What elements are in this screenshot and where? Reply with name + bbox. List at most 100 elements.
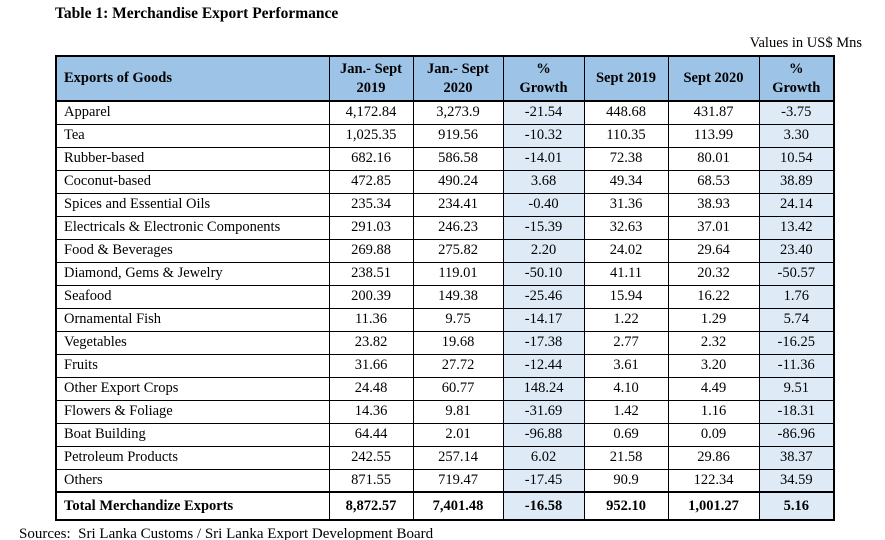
growth-value-cell: 3.68 bbox=[502, 169, 585, 194]
growth-value-cell: -11.36 bbox=[758, 353, 835, 378]
value-cell: 29.86 bbox=[667, 445, 760, 470]
growth-value-cell: -12.44 bbox=[502, 353, 585, 378]
growth-value-cell: 23.40 bbox=[758, 238, 835, 263]
value-cell: 14.36 bbox=[328, 399, 414, 424]
goods-name-cell: Apparel bbox=[55, 100, 330, 125]
value-cell: 119.01 bbox=[412, 261, 504, 286]
growth-value-cell: -86.96 bbox=[758, 422, 835, 447]
value-cell: 110.35 bbox=[583, 123, 669, 148]
value-cell: 2.77 bbox=[583, 330, 669, 355]
value-cell: 29.64 bbox=[667, 238, 760, 263]
header-line: Growth bbox=[519, 79, 568, 96]
value-cell: 2.32 bbox=[667, 330, 760, 355]
growth-value-cell: -0.40 bbox=[502, 192, 585, 217]
value-cell: 24.48 bbox=[328, 376, 414, 401]
value-cell: 41.11 bbox=[583, 261, 669, 286]
growth-value-cell: 38.89 bbox=[758, 169, 835, 194]
value-cell: 472.85 bbox=[328, 169, 414, 194]
table-title: Table 1: Merchandise Export Performance bbox=[55, 5, 339, 22]
value-cell: 60.77 bbox=[412, 376, 504, 401]
growth-value-cell: 34.59 bbox=[758, 468, 835, 493]
value-cell: 7,401.48 bbox=[412, 491, 504, 521]
value-cell: 64.44 bbox=[328, 422, 414, 447]
value-cell: 149.38 bbox=[412, 284, 504, 309]
value-cell: 871.55 bbox=[328, 468, 414, 493]
col-header: % Growth bbox=[758, 55, 835, 102]
goods-name-cell: Ornamental Fish bbox=[55, 307, 330, 332]
growth-value-cell: 1.76 bbox=[758, 284, 835, 309]
growth-value-cell: -14.17 bbox=[502, 307, 585, 332]
goods-name-cell: Other Export Crops bbox=[55, 376, 330, 401]
growth-value-cell: 148.24 bbox=[502, 376, 585, 401]
goods-name-cell: Seafood bbox=[55, 284, 330, 309]
value-cell: 4,172.84 bbox=[328, 100, 414, 125]
table-row: Spices and Essential Oils 235.34 234.41 -0.… bbox=[55, 192, 835, 217]
value-cell: 234.41 bbox=[412, 192, 504, 217]
growth-value-cell: -15.39 bbox=[502, 215, 585, 240]
header-line: Jan.- Sept bbox=[426, 60, 490, 77]
value-cell: 719.47 bbox=[412, 468, 504, 493]
growth-value-cell: -10.32 bbox=[502, 123, 585, 148]
value-cell: 113.99 bbox=[667, 123, 760, 148]
growth-value-cell: -14.01 bbox=[502, 146, 585, 171]
value-cell: 80.01 bbox=[667, 146, 760, 171]
value-cell: 490.24 bbox=[412, 169, 504, 194]
col-header: % Growth bbox=[502, 55, 585, 102]
value-cell: 682.16 bbox=[328, 146, 414, 171]
value-cell: 32.63 bbox=[583, 215, 669, 240]
growth-value-cell: 10.54 bbox=[758, 146, 835, 171]
value-cell: 200.39 bbox=[328, 284, 414, 309]
value-cell: 952.10 bbox=[583, 491, 669, 521]
table-row: Flowers & Foliage 14.36 9.81 -31.69 1.42 1.16… bbox=[55, 399, 835, 424]
value-cell: 242.55 bbox=[328, 445, 414, 470]
value-cell: 275.82 bbox=[412, 238, 504, 263]
value-cell: 919.56 bbox=[412, 123, 504, 148]
table-row: Others 871.55 719.47 -17.45 90.9 122.34 34.59 bbox=[55, 468, 835, 493]
header-line: % bbox=[536, 60, 551, 77]
goods-name-cell: Total Merchandize Exports bbox=[55, 491, 330, 521]
value-cell: 0.09 bbox=[667, 422, 760, 447]
header-line: 2019 bbox=[356, 79, 386, 96]
table-row: Electricals & Electronic Components 291.0… bbox=[55, 215, 835, 240]
value-cell: 1.16 bbox=[667, 399, 760, 424]
value-cell: 19.68 bbox=[412, 330, 504, 355]
value-cell: 11.36 bbox=[328, 307, 414, 332]
value-cell: 24.02 bbox=[583, 238, 669, 263]
goods-name-cell: Vegetables bbox=[55, 330, 330, 355]
value-cell: 257.14 bbox=[412, 445, 504, 470]
goods-name-cell: Food & Beverages bbox=[55, 238, 330, 263]
value-cell: 3.20 bbox=[667, 353, 760, 378]
value-cell: 431.87 bbox=[667, 100, 760, 125]
growth-value-cell: -21.54 bbox=[502, 100, 585, 125]
value-cell: 269.88 bbox=[328, 238, 414, 263]
growth-value-cell: 38.37 bbox=[758, 445, 835, 470]
value-cell: 20.32 bbox=[667, 261, 760, 286]
growth-value-cell: 2.20 bbox=[502, 238, 585, 263]
growth-value-cell: -16.25 bbox=[758, 330, 835, 355]
value-cell: 1.42 bbox=[583, 399, 669, 424]
table-row: Petroleum Products 242.55 257.14 6.02 21.58 2… bbox=[55, 445, 835, 470]
value-cell: 9.81 bbox=[412, 399, 504, 424]
value-cell: 3.61 bbox=[583, 353, 669, 378]
table-row: Seafood 200.39 149.38 -25.46 15.94 16.22 1.76 bbox=[55, 284, 835, 309]
table-row: Food & Beverages 269.88 275.82 2.20 24.02 29.… bbox=[55, 238, 835, 263]
growth-value-cell: -50.10 bbox=[502, 261, 585, 286]
value-cell: 2.01 bbox=[412, 422, 504, 447]
unit-note: Values in US$ Mns bbox=[749, 35, 862, 51]
growth-value-cell: -25.46 bbox=[502, 284, 585, 309]
table-body: Apparel 4,172.84 3,273.9 -21.54 448.68 431.87… bbox=[55, 100, 835, 521]
table-row: Vegetables 23.82 19.68 -17.38 2.77 2.32 -16.25 bbox=[55, 330, 835, 355]
value-cell: 448.68 bbox=[583, 100, 669, 125]
table-row: Fruits 31.66 27.72 -12.44 3.61 3.20 -11.36 bbox=[55, 353, 835, 378]
value-cell: 0.69 bbox=[583, 422, 669, 447]
value-cell: 291.03 bbox=[328, 215, 414, 240]
header-line: % bbox=[789, 60, 804, 77]
value-cell: 235.34 bbox=[328, 192, 414, 217]
value-cell: 246.23 bbox=[412, 215, 504, 240]
goods-name-cell: Diamond, Gems & Jewelry bbox=[55, 261, 330, 286]
goods-name-cell: Electricals & Electronic Components bbox=[55, 215, 330, 240]
table-row: Diamond, Gems & Jewelry 238.51 119.01 -50.1… bbox=[55, 261, 835, 286]
growth-value-cell: 13.42 bbox=[758, 215, 835, 240]
growth-value-cell: 9.51 bbox=[758, 376, 835, 401]
